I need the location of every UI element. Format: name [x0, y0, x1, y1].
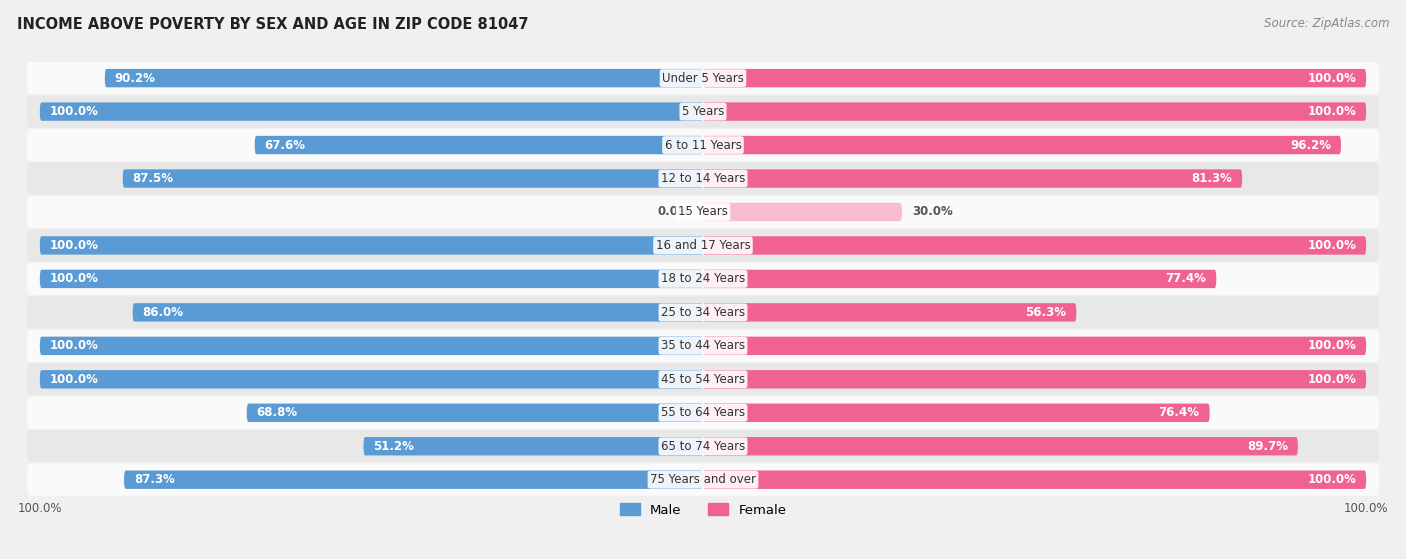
FancyBboxPatch shape: [703, 102, 1367, 121]
Text: 96.2%: 96.2%: [1291, 139, 1331, 151]
FancyBboxPatch shape: [27, 330, 1379, 362]
FancyBboxPatch shape: [27, 430, 1379, 462]
Text: 51.2%: 51.2%: [374, 440, 415, 453]
FancyBboxPatch shape: [132, 303, 703, 321]
Text: 100.0%: 100.0%: [49, 239, 98, 252]
Text: Source: ZipAtlas.com: Source: ZipAtlas.com: [1264, 17, 1389, 30]
FancyBboxPatch shape: [39, 370, 703, 389]
Text: 100.0%: 100.0%: [49, 105, 98, 118]
Text: 75 Years and over: 75 Years and over: [650, 473, 756, 486]
Text: 67.6%: 67.6%: [264, 139, 305, 151]
FancyBboxPatch shape: [27, 263, 1379, 295]
Text: 30.0%: 30.0%: [912, 206, 953, 219]
FancyBboxPatch shape: [39, 236, 703, 255]
FancyBboxPatch shape: [703, 337, 1367, 355]
Text: 90.2%: 90.2%: [115, 72, 156, 84]
Text: 77.4%: 77.4%: [1166, 272, 1206, 286]
FancyBboxPatch shape: [703, 471, 1367, 489]
Text: 100.0%: 100.0%: [1308, 339, 1357, 352]
Text: 100.0%: 100.0%: [1308, 473, 1357, 486]
FancyBboxPatch shape: [703, 69, 1367, 87]
Text: 100.0%: 100.0%: [1308, 239, 1357, 252]
FancyBboxPatch shape: [703, 203, 903, 221]
FancyBboxPatch shape: [703, 136, 1341, 154]
Text: 87.5%: 87.5%: [132, 172, 174, 185]
Text: 100.0%: 100.0%: [1308, 72, 1357, 84]
Text: 100.0%: 100.0%: [1308, 373, 1357, 386]
FancyBboxPatch shape: [364, 437, 703, 456]
FancyBboxPatch shape: [703, 437, 1298, 456]
FancyBboxPatch shape: [105, 69, 703, 87]
FancyBboxPatch shape: [246, 404, 703, 422]
Text: 25 to 34 Years: 25 to 34 Years: [661, 306, 745, 319]
FancyBboxPatch shape: [703, 236, 1367, 255]
Text: 100.0%: 100.0%: [49, 272, 98, 286]
FancyBboxPatch shape: [27, 129, 1379, 161]
Text: 18 to 24 Years: 18 to 24 Years: [661, 272, 745, 286]
FancyBboxPatch shape: [27, 463, 1379, 496]
Text: 100.0%: 100.0%: [49, 373, 98, 386]
FancyBboxPatch shape: [27, 397, 1379, 429]
Text: 76.4%: 76.4%: [1159, 406, 1199, 419]
Text: 56.3%: 56.3%: [1025, 306, 1066, 319]
Text: 35 to 44 Years: 35 to 44 Years: [661, 339, 745, 352]
Text: 89.7%: 89.7%: [1247, 440, 1288, 453]
Text: 0.0%: 0.0%: [657, 206, 690, 219]
FancyBboxPatch shape: [703, 269, 1216, 288]
FancyBboxPatch shape: [27, 363, 1379, 395]
Text: 81.3%: 81.3%: [1191, 172, 1232, 185]
Text: 5 Years: 5 Years: [682, 105, 724, 118]
Text: 6 to 11 Years: 6 to 11 Years: [665, 139, 741, 151]
FancyBboxPatch shape: [27, 96, 1379, 127]
Text: 86.0%: 86.0%: [142, 306, 184, 319]
FancyBboxPatch shape: [27, 296, 1379, 329]
FancyBboxPatch shape: [703, 370, 1367, 389]
Text: 12 to 14 Years: 12 to 14 Years: [661, 172, 745, 185]
FancyBboxPatch shape: [27, 163, 1379, 195]
Text: 100.0%: 100.0%: [49, 339, 98, 352]
Text: INCOME ABOVE POVERTY BY SEX AND AGE IN ZIP CODE 81047: INCOME ABOVE POVERTY BY SEX AND AGE IN Z…: [17, 17, 529, 32]
FancyBboxPatch shape: [27, 62, 1379, 94]
Text: 16 and 17 Years: 16 and 17 Years: [655, 239, 751, 252]
Text: Under 5 Years: Under 5 Years: [662, 72, 744, 84]
FancyBboxPatch shape: [124, 471, 703, 489]
FancyBboxPatch shape: [254, 136, 703, 154]
FancyBboxPatch shape: [703, 169, 1241, 188]
Text: 45 to 54 Years: 45 to 54 Years: [661, 373, 745, 386]
Text: 65 to 74 Years: 65 to 74 Years: [661, 440, 745, 453]
FancyBboxPatch shape: [703, 404, 1209, 422]
FancyBboxPatch shape: [39, 269, 703, 288]
FancyBboxPatch shape: [27, 229, 1379, 262]
Legend: Male, Female: Male, Female: [614, 498, 792, 522]
FancyBboxPatch shape: [27, 196, 1379, 228]
Text: 68.8%: 68.8%: [257, 406, 298, 419]
FancyBboxPatch shape: [703, 303, 1077, 321]
Text: 100.0%: 100.0%: [1308, 105, 1357, 118]
Text: 87.3%: 87.3%: [134, 473, 174, 486]
Text: 55 to 64 Years: 55 to 64 Years: [661, 406, 745, 419]
Text: 15 Years: 15 Years: [678, 206, 728, 219]
FancyBboxPatch shape: [39, 102, 703, 121]
FancyBboxPatch shape: [122, 169, 703, 188]
FancyBboxPatch shape: [39, 337, 703, 355]
